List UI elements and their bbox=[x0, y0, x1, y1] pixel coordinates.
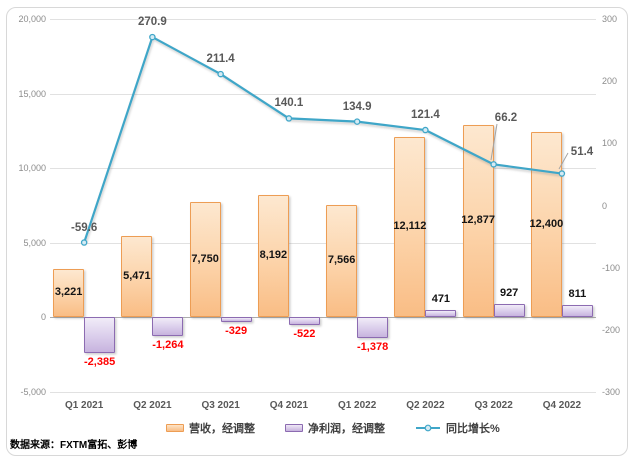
yoy-line-marker-icon bbox=[416, 424, 440, 432]
right-axis-tick: -200 bbox=[602, 324, 621, 335]
revenue-label-q2-2022: 12,112 bbox=[393, 220, 427, 233]
left-axis-tick: 5,000 bbox=[23, 237, 46, 248]
yoy-growth-label-q3-2022: 66.2 bbox=[494, 112, 518, 124]
right-axis-tick: 200 bbox=[602, 76, 618, 87]
right-axis-tick: -100 bbox=[602, 262, 621, 273]
gridline bbox=[50, 242, 596, 244]
yoy-growth-label-q4-2021: 140.1 bbox=[274, 97, 304, 110]
revenue-bar-q1-2021 bbox=[53, 269, 85, 318]
net-profit-bar-q1-2022 bbox=[357, 317, 389, 338]
net-profit-bar-q4-2022 bbox=[561, 305, 593, 318]
yoy-growth-label-q1-2021: -59.6 bbox=[71, 221, 98, 234]
yoy-growth-label-q3-2021: 211.4 bbox=[206, 53, 235, 66]
left-axis-tick: 15,000 bbox=[18, 88, 46, 99]
x-axis-label-q1-2022: Q1 2022 bbox=[337, 400, 377, 411]
right-axis-tick: 300 bbox=[602, 14, 618, 24]
yoy-growth-label-q2-2022: 121.4 bbox=[410, 109, 440, 122]
x-axis-label-q4-2022: Q4 2022 bbox=[542, 400, 582, 411]
left-axis-tick: 20,000 bbox=[18, 14, 46, 24]
revenue-label-q4-2021: 8,192 bbox=[259, 249, 288, 262]
net-profit-bar-q2-2022 bbox=[425, 310, 457, 318]
right-axis-tick: 100 bbox=[602, 138, 618, 149]
x-axis-label-q2-2021: Q2 2021 bbox=[133, 400, 172, 411]
revenue-label-q3-2022: 12,877 bbox=[461, 214, 495, 227]
net-profit-bar-q3-2021 bbox=[220, 317, 252, 323]
net-profit-bar-q2-2021 bbox=[152, 317, 184, 337]
x-axis-label-q3-2021: Q3 2021 bbox=[201, 400, 240, 411]
net-profit-label-q3-2021: -329 bbox=[225, 325, 248, 338]
net-profit-swatch-icon bbox=[285, 424, 303, 432]
net-profit-label-q4-2021: -522 bbox=[293, 328, 316, 341]
revenue-swatch-icon bbox=[166, 424, 184, 432]
left-axis-tick: -5,000 bbox=[20, 387, 46, 397]
gridline bbox=[50, 168, 596, 170]
left-axis-tick: 10,000 bbox=[18, 163, 46, 174]
yoy-growth-label-q1-2022: 134.9 bbox=[342, 100, 372, 113]
category-axis-line bbox=[50, 317, 596, 319]
legend-label-revenue: 营收，经调整 bbox=[189, 423, 255, 435]
legend-item-net-profit: 净利润，经调整 bbox=[285, 420, 385, 436]
right-axis-tick: 0 bbox=[602, 200, 608, 211]
legend-label-yoy-growth: 同比增长% bbox=[446, 423, 500, 435]
net-profit-label-q4-2022: 811 bbox=[568, 288, 587, 301]
right-axis-tick: -300 bbox=[602, 387, 621, 397]
revenue-label-q4-2022: 12,400 bbox=[529, 217, 564, 230]
revenue-label-q1-2021: 3,221 bbox=[54, 286, 83, 299]
source-note: 数据来源：FXTM富拓、彭博 bbox=[10, 440, 138, 451]
x-axis-label-q3-2022: Q3 2022 bbox=[474, 400, 513, 411]
gridline bbox=[50, 19, 596, 20]
net-profit-label-q1-2022: -1,378 bbox=[357, 340, 389, 353]
yoy-growth-label-q4-2022: 51.4 bbox=[570, 146, 594, 158]
x-axis-label-q4-2021: Q4 2021 bbox=[269, 400, 309, 411]
yoy-growth-label-q2-2021: 270.9 bbox=[137, 16, 167, 29]
legend-label-net-profit: 净利润，经调整 bbox=[308, 423, 385, 435]
legend-item-yoy-growth: 同比增长% bbox=[415, 420, 500, 436]
revenue-label-q1-2022: 7,566 bbox=[327, 253, 356, 266]
revenue-label-q2-2021: 5,471 bbox=[123, 269, 151, 282]
x-axis-label-q2-2022: Q2 2022 bbox=[406, 400, 445, 411]
legend-item-revenue: 营收，经调整 bbox=[166, 420, 255, 436]
net-profit-bar-q4-2021 bbox=[288, 317, 320, 326]
net-profit-label-q3-2022: 927 bbox=[499, 286, 519, 299]
net-profit-label-q1-2021: -2,385 bbox=[84, 355, 116, 368]
revenue-bar-q2-2021 bbox=[121, 235, 153, 318]
gridline bbox=[50, 392, 596, 393]
x-axis-label-q1-2021: Q1 2021 bbox=[64, 400, 104, 411]
legend: 营收，经调整 净利润，经调整 同比增长% bbox=[166, 420, 500, 436]
net-profit-bar-q1-2021 bbox=[84, 317, 116, 353]
left-axis-tick: 0 bbox=[40, 312, 46, 323]
revenue-label-q3-2021: 7,750 bbox=[191, 252, 219, 265]
net-profit-bar-q3-2022 bbox=[493, 303, 525, 318]
gridline bbox=[50, 93, 596, 95]
net-profit-label-q2-2021: -1,264 bbox=[152, 339, 184, 352]
net-profit-label-q2-2022: 471 bbox=[431, 293, 451, 306]
